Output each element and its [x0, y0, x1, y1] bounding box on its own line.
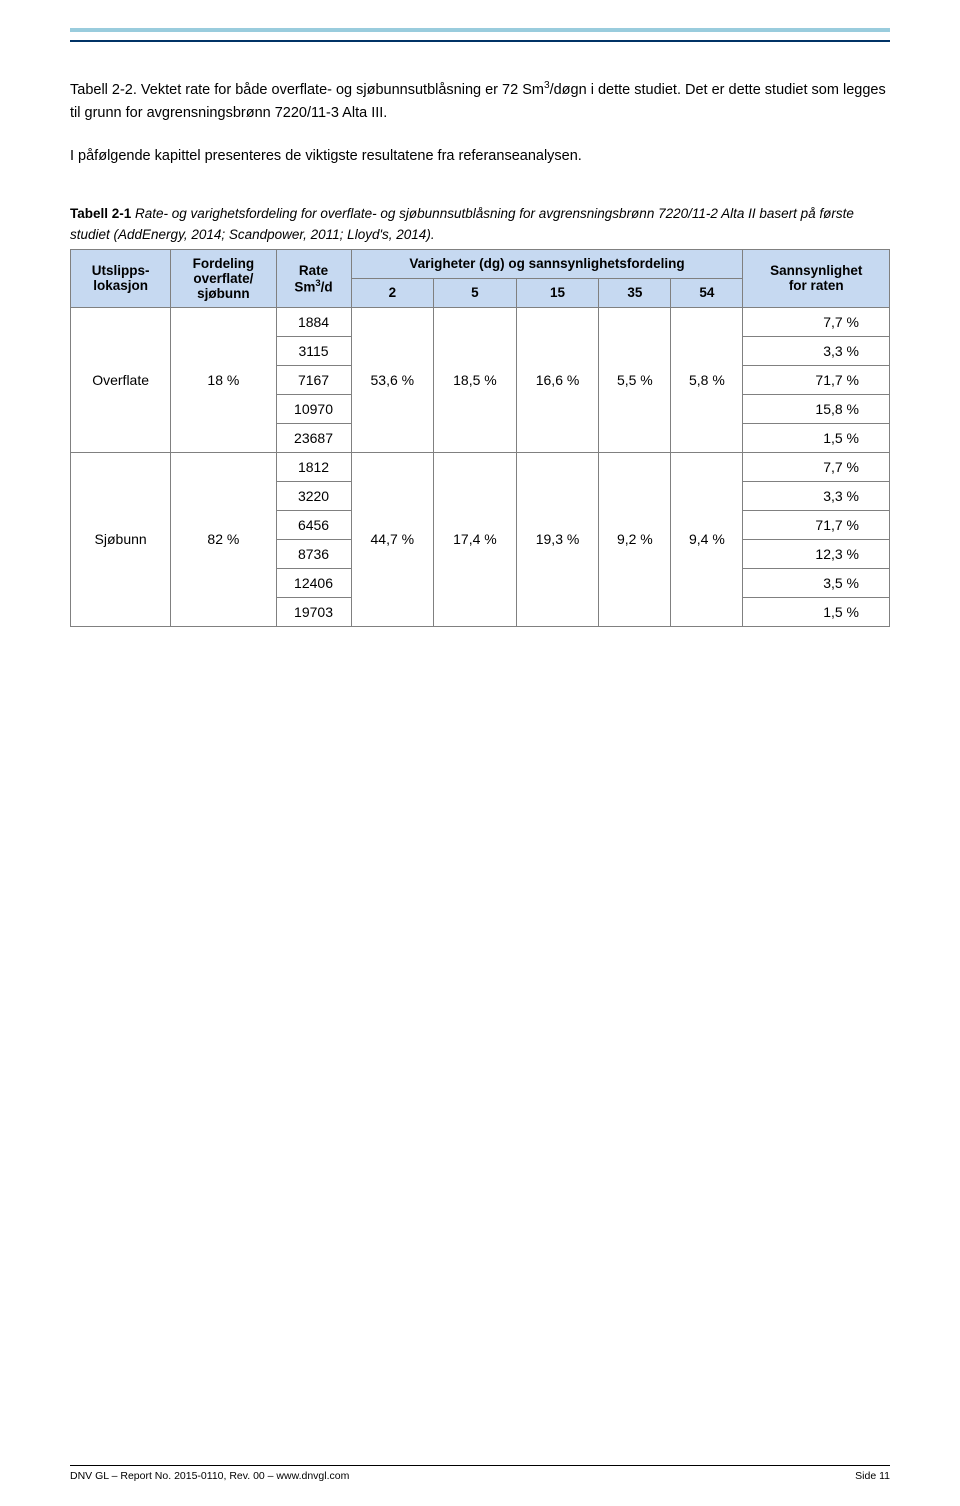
th-lokasjon-l2: lokasjon [93, 278, 148, 293]
th-fordeling-l3: sjøbunn [197, 286, 250, 301]
th-lokasjon: Utslipps- lokasjon [71, 249, 171, 307]
cell-varighet: 16,6 % [516, 307, 599, 452]
th-rate-l2a: Sm [294, 279, 315, 294]
cell-fordeling: 82 % [171, 452, 276, 626]
cell-varighet: 5,5 % [599, 307, 671, 452]
cell-sannsynlighet: 71,7 % [743, 365, 890, 394]
th-fordeling-l2: overflate/ [193, 271, 253, 286]
cell-varighet: 53,6 % [351, 307, 434, 452]
cell-rate: 23687 [276, 423, 351, 452]
cell-varighet: 18,5 % [434, 307, 517, 452]
cell-sannsynlighet: 1,5 % [743, 597, 890, 626]
cell-varighet: 44,7 % [351, 452, 434, 626]
cell-sannsynlighet: 71,7 % [743, 510, 890, 539]
cell-rate: 6456 [276, 510, 351, 539]
cell-lokasjon: Overflate [71, 307, 171, 452]
table-caption: Tabell 2-1 Rate- og varighetsfordeling f… [70, 204, 890, 245]
cell-varighet: 9,4 % [671, 452, 743, 626]
table-caption-bold: Tabell 2-1 [70, 206, 131, 221]
th-lokasjon-l1: Utslipps- [92, 263, 150, 278]
cell-sannsynlighet: 15,8 % [743, 394, 890, 423]
cell-sannsynlighet: 3,3 % [743, 336, 890, 365]
th-rate: Rate Sm3/d [276, 249, 351, 307]
header-rule [70, 28, 890, 42]
th-dur-15: 15 [516, 278, 599, 307]
th-sannsynlighet: Sannsynlighet for raten [743, 249, 890, 307]
th-sann-l2: for raten [789, 278, 844, 293]
footer-right: Side 11 [855, 1470, 890, 1482]
th-fordeling-l1: Fordeling [193, 256, 255, 271]
footer-left: DNV GL – Report No. 2015-0110, Rev. 00 –… [70, 1470, 349, 1482]
th-varigheter: Varigheter (dg) og sannsynlighetsfordeli… [351, 249, 743, 278]
cell-sannsynlighet: 12,3 % [743, 539, 890, 568]
th-sann-l1: Sannsynlighet [770, 263, 862, 278]
table-head: Utslipps- lokasjon Fordeling overflate/ … [71, 249, 890, 307]
cell-varighet: 5,8 % [671, 307, 743, 452]
cell-rate: 7167 [276, 365, 351, 394]
th-fordeling: Fordeling overflate/ sjøbunn [171, 249, 276, 307]
cell-varighet: 19,3 % [516, 452, 599, 626]
cell-sannsynlighet: 3,5 % [743, 568, 890, 597]
paragraph-2: I påfølgende kapittel presenteres de vik… [70, 145, 890, 168]
paragraph-1: Tabell 2-2. Vektet rate for både overfla… [70, 78, 890, 125]
cell-lokasjon: Sjøbunn [71, 452, 171, 626]
table-caption-italic: Rate- og varighetsfordeling for overflat… [70, 206, 854, 241]
th-rate-l1: Rate [299, 263, 328, 278]
cell-varighet: 17,4 % [434, 452, 517, 626]
th-dur-35: 35 [599, 278, 671, 307]
cell-rate: 19703 [276, 597, 351, 626]
th-dur-5: 5 [434, 278, 517, 307]
cell-rate: 12406 [276, 568, 351, 597]
cell-rate: 8736 [276, 539, 351, 568]
cell-rate: 1884 [276, 307, 351, 336]
cell-rate: 3220 [276, 481, 351, 510]
cell-varighet: 9,2 % [599, 452, 671, 626]
cell-sannsynlighet: 3,3 % [743, 481, 890, 510]
table-body: Overflate18 %188453,6 %18,5 %16,6 %5,5 %… [71, 307, 890, 626]
page: Tabell 2-2. Vektet rate for både overfla… [0, 0, 960, 1506]
cell-rate: 10970 [276, 394, 351, 423]
page-footer: DNV GL – Report No. 2015-0110, Rev. 00 –… [70, 1465, 890, 1482]
cell-sannsynlighet: 7,7 % [743, 452, 890, 481]
cell-rate: 1812 [276, 452, 351, 481]
cell-rate: 3115 [276, 336, 351, 365]
th-rate-l2b: /d [321, 279, 333, 294]
table-row: Sjøbunn82 %181244,7 %17,4 %19,3 %9,2 %9,… [71, 452, 890, 481]
th-dur-2: 2 [351, 278, 434, 307]
data-table: Utslipps- lokasjon Fordeling overflate/ … [70, 249, 890, 627]
th-dur-54: 54 [671, 278, 743, 307]
cell-sannsynlighet: 7,7 % [743, 307, 890, 336]
cell-sannsynlighet: 1,5 % [743, 423, 890, 452]
cell-fordeling: 18 % [171, 307, 276, 452]
paragraph-1-text-a: Tabell 2-2. Vektet rate for både overfla… [70, 82, 544, 98]
table-row: Overflate18 %188453,6 %18,5 %16,6 %5,5 %… [71, 307, 890, 336]
